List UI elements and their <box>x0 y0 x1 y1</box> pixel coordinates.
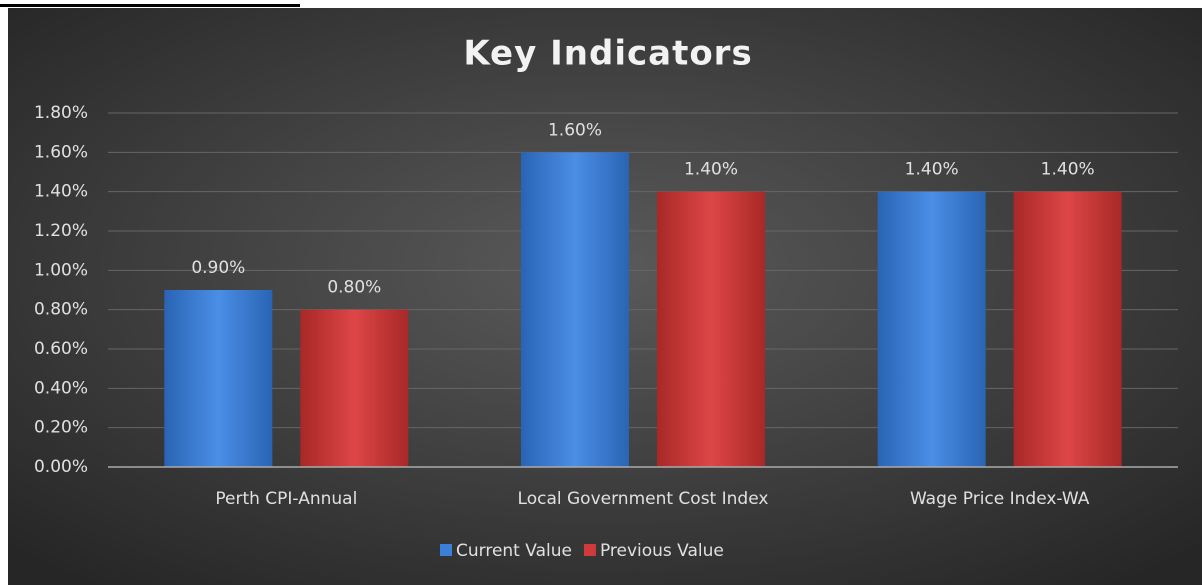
y-tick-label: 1.20% <box>34 221 88 241</box>
y-tick-label: 1.00% <box>34 260 88 280</box>
x-tick-label: Perth CPI-Annual <box>215 489 357 509</box>
data-label: 1.60% <box>548 120 602 140</box>
bar <box>657 191 765 467</box>
data-label: 1.40% <box>684 160 738 180</box>
y-tick-label: 0.80% <box>34 300 88 320</box>
bar <box>300 309 409 467</box>
data-label: 0.90% <box>191 258 245 278</box>
legend-label: Current Value <box>456 541 572 561</box>
bar <box>877 191 986 467</box>
chart-title: Key Indicators <box>463 34 752 74</box>
top-rule <box>0 4 300 7</box>
data-label: 0.80% <box>327 278 381 298</box>
x-tick-label: Wage Price Index-WA <box>910 489 1090 509</box>
legend-swatch <box>440 544 452 556</box>
y-tick-label: 0.20% <box>34 418 88 438</box>
legend-swatch <box>583 544 596 556</box>
bar <box>164 290 273 467</box>
data-label: 1.40% <box>1041 160 1095 180</box>
y-tick-label: 0.60% <box>34 339 88 359</box>
y-tick-label: 0.40% <box>34 378 88 398</box>
bar <box>1013 191 1122 467</box>
x-tick-label: Local Government Cost Index <box>518 489 769 509</box>
legend-label: Previous Value <box>600 541 724 561</box>
bar <box>521 152 629 468</box>
y-tick-label: 1.80% <box>34 103 88 123</box>
y-tick-label: 0.00% <box>34 457 88 477</box>
y-tick-label: 1.40% <box>34 182 88 202</box>
y-tick-label: 1.60% <box>34 142 88 162</box>
data-label: 1.40% <box>905 160 959 180</box>
